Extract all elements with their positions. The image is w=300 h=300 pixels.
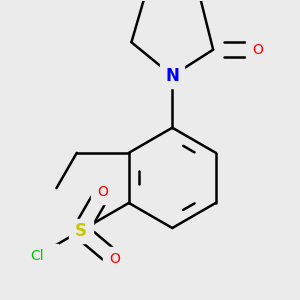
Bar	[91, 180, 115, 204]
Bar	[160, 64, 184, 88]
Text: Cl: Cl	[30, 249, 44, 263]
Bar	[68, 219, 93, 243]
Text: O: O	[98, 185, 108, 199]
Bar	[246, 38, 270, 62]
Bar	[103, 248, 127, 272]
Bar	[17, 244, 58, 268]
Text: O: O	[109, 253, 120, 266]
Text: N: N	[165, 67, 179, 85]
Text: S: S	[75, 222, 87, 240]
Text: O: O	[252, 43, 263, 57]
